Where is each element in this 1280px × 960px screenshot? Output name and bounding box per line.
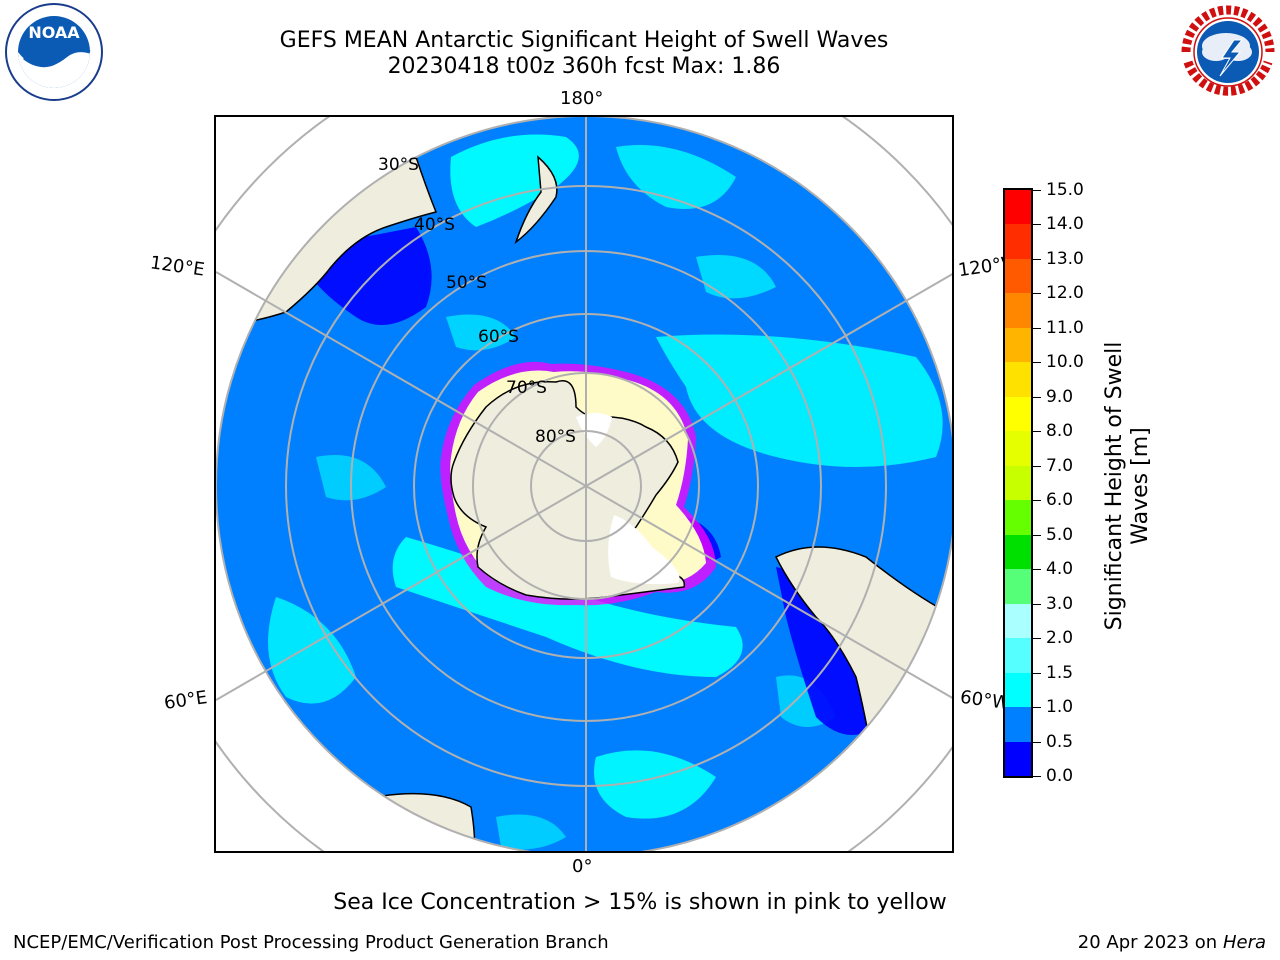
colorbar-segment xyxy=(1005,431,1031,467)
colorbar-tick-label: 0.0 xyxy=(1046,766,1074,786)
colorbar-tick xyxy=(1033,190,1041,191)
colorbar-tick xyxy=(1033,534,1041,536)
nws-logo-icon xyxy=(1181,5,1275,99)
lat-label-30s: 30°S xyxy=(378,155,419,175)
colorbar-tick-label: 9.0 xyxy=(1046,386,1074,407)
sea-ice-note: Sea Ice Concentration > 15% is shown in … xyxy=(333,890,947,915)
colorbar-segment xyxy=(1005,327,1031,363)
credit-date: 20 Apr 2023 on xyxy=(1077,932,1218,953)
colorbar-tick xyxy=(1033,362,1041,364)
lon-label-0: 0° xyxy=(572,856,593,877)
colorbar-tick xyxy=(1033,500,1041,502)
noaa-logo-icon: NOAA xyxy=(5,3,103,101)
colorbar-tick-label: 10.0 xyxy=(1046,352,1084,373)
colorbar-tick-label: 8.0 xyxy=(1046,421,1074,442)
colorbar-tick-label: 6.0 xyxy=(1046,490,1074,511)
colorbar-segment xyxy=(1005,569,1031,605)
colorbar-segment xyxy=(1005,741,1031,777)
lat-label-70s: 70°S xyxy=(506,378,547,398)
colorbar-tick-label: 14.0 xyxy=(1046,214,1084,235)
credit-left: NCEP/EMC/Verification Post Processing Pr… xyxy=(13,932,609,953)
colorbar-tick-label: 3.0 xyxy=(1046,593,1074,614)
colorbar-tick xyxy=(1033,465,1041,467)
colorbar-segment xyxy=(1005,190,1031,225)
lon-label-120e: 120°E xyxy=(148,252,206,281)
colorbar-segment xyxy=(1005,258,1031,294)
lat-label-60s: 60°S xyxy=(478,327,519,347)
colorbar-tick xyxy=(1033,293,1041,295)
chart-title: GEFS MEAN Antarctic Significant Height o… xyxy=(279,28,889,53)
chart-subtitle: 20230418 t00z 360h fcst Max: 1.86 xyxy=(387,54,781,79)
colorbar-segment xyxy=(1005,672,1031,708)
lat-label-50s: 50°S xyxy=(446,273,487,293)
colorbar-title: Significant Height of Swell Waves [m] xyxy=(1102,336,1154,636)
colorbar-tick xyxy=(1033,327,1041,329)
colorbar-tick-label: 1.5 xyxy=(1046,662,1074,683)
svg-text:NOAA: NOAA xyxy=(28,23,80,42)
colorbar-tick-label: 13.0 xyxy=(1046,248,1084,269)
colorbar-tick-label: 7.0 xyxy=(1046,455,1074,476)
credit-right: 20 Apr 2023 on Hera xyxy=(1078,932,1266,953)
credit-machine: Hera xyxy=(1222,932,1266,953)
colorbar-tick-label: 4.0 xyxy=(1046,559,1074,580)
lon-label-60e: 60°E xyxy=(162,687,209,714)
colorbar-segment xyxy=(1005,224,1031,260)
lat-label-40s: 40°S xyxy=(414,215,455,235)
colorbar-title-line1: Significant Height of Swell xyxy=(1102,341,1127,631)
colorbar-segment xyxy=(1005,603,1031,639)
colorbar-title-line2: Waves [m] xyxy=(1128,427,1153,545)
graticule xyxy=(216,117,952,851)
colorbar-segment xyxy=(1005,293,1031,329)
colorbar-tick xyxy=(1033,396,1041,398)
colorbar-tick xyxy=(1033,638,1041,640)
colorbar-segment xyxy=(1005,465,1031,501)
lon-label-180: 180° xyxy=(560,88,604,109)
colorbar-tick xyxy=(1033,603,1041,605)
colorbar xyxy=(1003,188,1033,778)
colorbar-segment xyxy=(1005,534,1031,570)
polar-map: 30°S 40°S 50°S 60°S 70°S 80°S xyxy=(216,117,952,851)
colorbar-tick xyxy=(1033,431,1041,433)
colorbar-segment xyxy=(1005,500,1031,536)
colorbar-tick xyxy=(1033,741,1041,743)
colorbar-tick-label: 15.0 xyxy=(1046,180,1084,200)
colorbar-tick xyxy=(1033,672,1041,674)
colorbar-tick-label: 2.0 xyxy=(1046,628,1074,649)
colorbar-tick-label: 0.5 xyxy=(1046,731,1074,752)
colorbar-segment xyxy=(1005,362,1031,398)
colorbar-tick xyxy=(1033,224,1041,226)
colorbar-segment xyxy=(1005,396,1031,432)
colorbar-segment xyxy=(1005,707,1031,743)
colorbar-tick xyxy=(1033,569,1041,571)
map-frame: 30°S 40°S 50°S 60°S 70°S 80°S xyxy=(214,115,954,853)
colorbar-tick-label: 11.0 xyxy=(1046,317,1084,338)
colorbar-tick-label: 1.0 xyxy=(1046,697,1074,718)
colorbar-tick-label: 12.0 xyxy=(1046,283,1084,304)
colorbar-tick-label: 5.0 xyxy=(1046,524,1074,545)
colorbar-tick xyxy=(1033,776,1041,777)
colorbar-segment xyxy=(1005,638,1031,674)
colorbar-tick xyxy=(1033,258,1041,260)
lat-label-80s: 80°S xyxy=(535,427,576,447)
colorbar-tick xyxy=(1033,707,1041,709)
